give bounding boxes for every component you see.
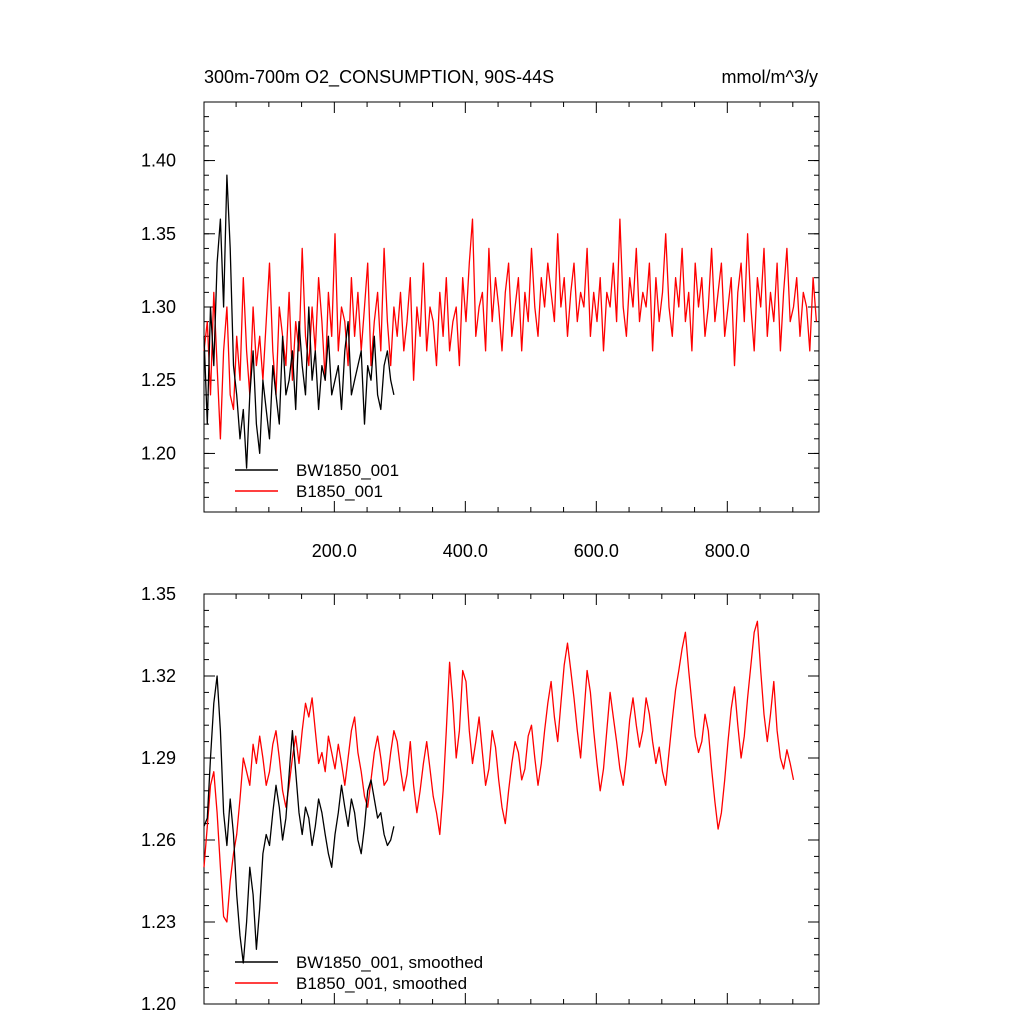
bottom-y-tick-label: 1.29 (141, 748, 176, 768)
top-legend-label-b1850: B1850_001 (296, 482, 383, 501)
top-x-tick-label: 600.0 (574, 541, 619, 561)
top-panel: 300m-700m O2_CONSUMPTION, 90S-44S mmol/m… (141, 67, 820, 561)
top-x-tick-label: 800.0 (705, 541, 750, 561)
top-series-line-bw1850 (203, 174, 395, 469)
top-y-tick-label: 1.25 (141, 370, 176, 390)
bottom-y-tick-label: 1.23 (141, 912, 176, 932)
top-legend-label-bw1850: BW1850_001 (296, 461, 399, 480)
top-y-tick-label: 1.30 (141, 297, 176, 317)
bottom-legend: BW1850_001, smoothed B1850_001, smoothed (235, 953, 483, 993)
bottom-panel: 1.20 1.23 1.26 1.29 1.32 1.35 BW1850_001, smo… (141, 584, 820, 1014)
top-y-tick-label: 1.35 (141, 224, 176, 244)
bottom-y-tick-label: 1.20 (141, 994, 176, 1014)
top-x-tick-label: 400.0 (443, 541, 488, 561)
top-series-group (203, 174, 818, 469)
top-legend: BW1850_001 B1850_001 (235, 461, 399, 501)
top-plot-frame (203, 101, 820, 513)
top-series-line-b1850 (203, 218, 818, 440)
bottom-series-group (203, 620, 795, 964)
top-x-tick-label: 200.0 (312, 541, 357, 561)
bottom-legend-label-bw1850: BW1850_001, smoothed (296, 953, 483, 972)
bottom-y-tick-label: 1.35 (141, 584, 176, 604)
bottom-series-line-bw1850 (203, 675, 395, 964)
top-chart-units: mmol/m^3/y (722, 67, 818, 87)
top-y-tick-label: 1.40 (141, 151, 176, 171)
bottom-y-tick-label: 1.26 (141, 830, 176, 850)
top-y-tick-label: 1.20 (141, 443, 176, 463)
top-chart-title: 300m-700m O2_CONSUMPTION, 90S-44S (204, 67, 554, 88)
bottom-axes: 1.20 1.23 1.26 1.29 1.32 1.35 (141, 584, 819, 1014)
bottom-series-line-b1850 (203, 620, 795, 923)
bottom-legend-label-b1850: B1850_001, smoothed (296, 974, 467, 993)
bottom-y-tick-label: 1.32 (141, 666, 176, 686)
bottom-plot-frame (203, 593, 820, 1005)
top-axes: 1.20 1.25 1.30 1.35 1.40 200.0 400.0 600.0 800.0 (141, 101, 819, 561)
